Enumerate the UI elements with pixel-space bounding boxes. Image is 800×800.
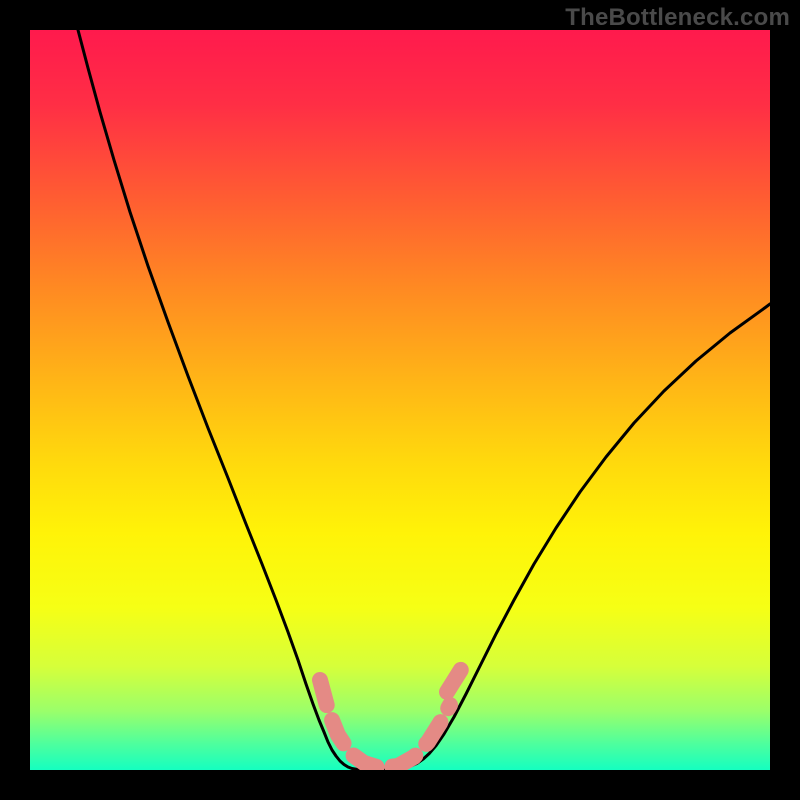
bottleneck-chart [0, 0, 800, 800]
gradient-background [30, 30, 770, 770]
watermark-text: TheBottleneck.com [565, 4, 790, 32]
chart-frame: TheBottleneck.com [0, 0, 800, 800]
